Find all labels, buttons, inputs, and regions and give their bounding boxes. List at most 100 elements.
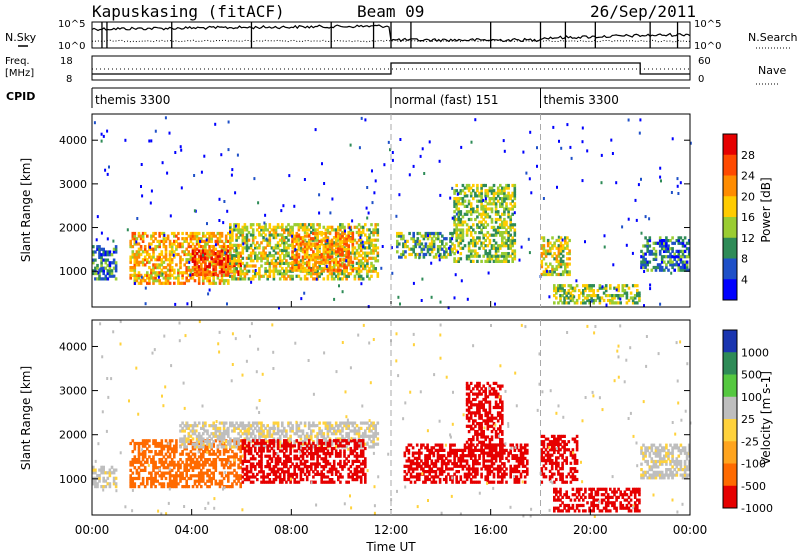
heatmap-cell: [222, 279, 226, 283]
heatmap-cell: [133, 258, 137, 262]
heatmap-cell: [469, 231, 473, 235]
heatmap-cell: [328, 242, 332, 246]
heatmap-cell: [507, 238, 510, 243]
heatmap-cell: [135, 258, 139, 262]
heatmap-cell: [227, 471, 230, 475]
heatmap-cell: [480, 215, 483, 219]
heatmap-cell: [260, 429, 263, 433]
heatmap-cell: [135, 460, 139, 464]
heatmap-cell: [231, 238, 234, 242]
heatmap-cell: [542, 246, 546, 250]
heatmap-cell: [179, 260, 182, 264]
heatmap-cell: [337, 426, 340, 430]
heatmap-cell: [621, 225, 624, 229]
heatmap-cell: [274, 269, 278, 273]
heatmap-cell: [276, 429, 280, 433]
heatmap-cell: [638, 296, 641, 300]
heatmap-cell: [318, 193, 321, 197]
heatmap-cell: [287, 228, 290, 232]
heatmap-cell: [374, 223, 377, 227]
heatmap-cell: [293, 472, 296, 476]
heatmap-cell: [185, 279, 188, 283]
heatmap-cell: [212, 231, 215, 236]
heatmap-cell: [299, 454, 303, 458]
heatmap-cell: [189, 441, 193, 446]
heatmap-cell: [191, 257, 195, 261]
heatmap-cell: [216, 447, 220, 451]
heatmap-cell: [326, 274, 330, 278]
heatmap-cell: [218, 270, 222, 274]
heatmap-cell: [283, 446, 286, 451]
heatmap-cell: [368, 277, 371, 281]
heatmap-cell: [197, 455, 201, 459]
heatmap-cell: [490, 225, 494, 229]
heatmap-cell: [357, 432, 361, 436]
heatmap-cell: [328, 480, 332, 484]
heatmap-cell: [681, 252, 685, 256]
heatmap-cell: [234, 191, 237, 195]
heatmap-cell: [231, 236, 234, 240]
heatmap-cell: [293, 260, 296, 264]
heatmap-cell: [218, 231, 222, 236]
heatmap-cell: [349, 228, 353, 232]
heatmap-cell: [187, 476, 191, 481]
heatmap-cell: [314, 272, 317, 276]
heatmap-cell: [112, 247, 116, 251]
heatmap-cell: [187, 452, 191, 456]
heatmap-cell: [258, 462, 261, 466]
heatmap-cell: [241, 277, 245, 281]
heatmap-cell: [326, 424, 330, 428]
heatmap-cell: [104, 485, 108, 489]
heatmap-cell: [197, 237, 201, 241]
heatmap-cell: [256, 246, 259, 250]
heatmap-cell: [631, 301, 635, 305]
heatmap-cell: [164, 281, 168, 285]
heatmap-cell: [324, 247, 328, 251]
heatmap-cell: [148, 266, 151, 270]
heatmap-cell: [297, 225, 301, 229]
heatmap-cell: [197, 432, 201, 436]
heatmap-cell: [457, 207, 460, 211]
heatmap-cell: [200, 455, 203, 459]
heatmap-cell: [146, 447, 149, 451]
heatmap-cell: [247, 470, 251, 474]
heatmap-cell: [318, 472, 321, 476]
heatmap-cell: [349, 272, 353, 276]
heatmap-cell: [268, 426, 272, 430]
heatmap-cell: [536, 146, 538, 150]
heatmap-cell: [328, 266, 332, 270]
heatmap-cell: [343, 254, 346, 258]
heatmap-cell: [175, 447, 178, 451]
heatmap-cell: [480, 220, 483, 224]
heatmap-cell: [644, 236, 647, 240]
heatmap-cell: [227, 434, 230, 438]
heatmap-cell: [334, 454, 338, 458]
heatmap-cell: [316, 432, 319, 436]
heatmap-cell: [181, 271, 184, 275]
heatmap-cell: [274, 478, 278, 482]
heatmap-cell: [486, 189, 490, 193]
heatmap-cell: [480, 228, 483, 232]
heatmap-cell: [310, 429, 313, 433]
heatmap-cell: [98, 468, 101, 472]
heatmap-cell: [310, 446, 313, 451]
heatmap-cell: [183, 281, 186, 285]
heatmap-cell: [603, 245, 606, 249]
heatmap-cell: [322, 480, 326, 484]
heatmap-cell: [345, 239, 348, 243]
heatmap-cell: [218, 281, 222, 285]
heatmap-cell: [191, 458, 195, 462]
heatmap-cell: [673, 252, 676, 256]
heatmap-cell: [108, 266, 112, 270]
heatmap-cell: [141, 239, 145, 243]
heatmap-cell: [660, 257, 664, 261]
heatmap-cell: [216, 239, 220, 243]
heatmap-cell: [206, 231, 209, 236]
heatmap-cell: [326, 252, 330, 257]
heatmap-cell: [285, 465, 288, 469]
heatmap-cell: [144, 286, 147, 290]
heatmap-cell: [318, 462, 321, 466]
heatmap-cell: [334, 228, 338, 232]
heatmap-cell: [499, 191, 502, 195]
heatmap-cell: [478, 199, 481, 203]
